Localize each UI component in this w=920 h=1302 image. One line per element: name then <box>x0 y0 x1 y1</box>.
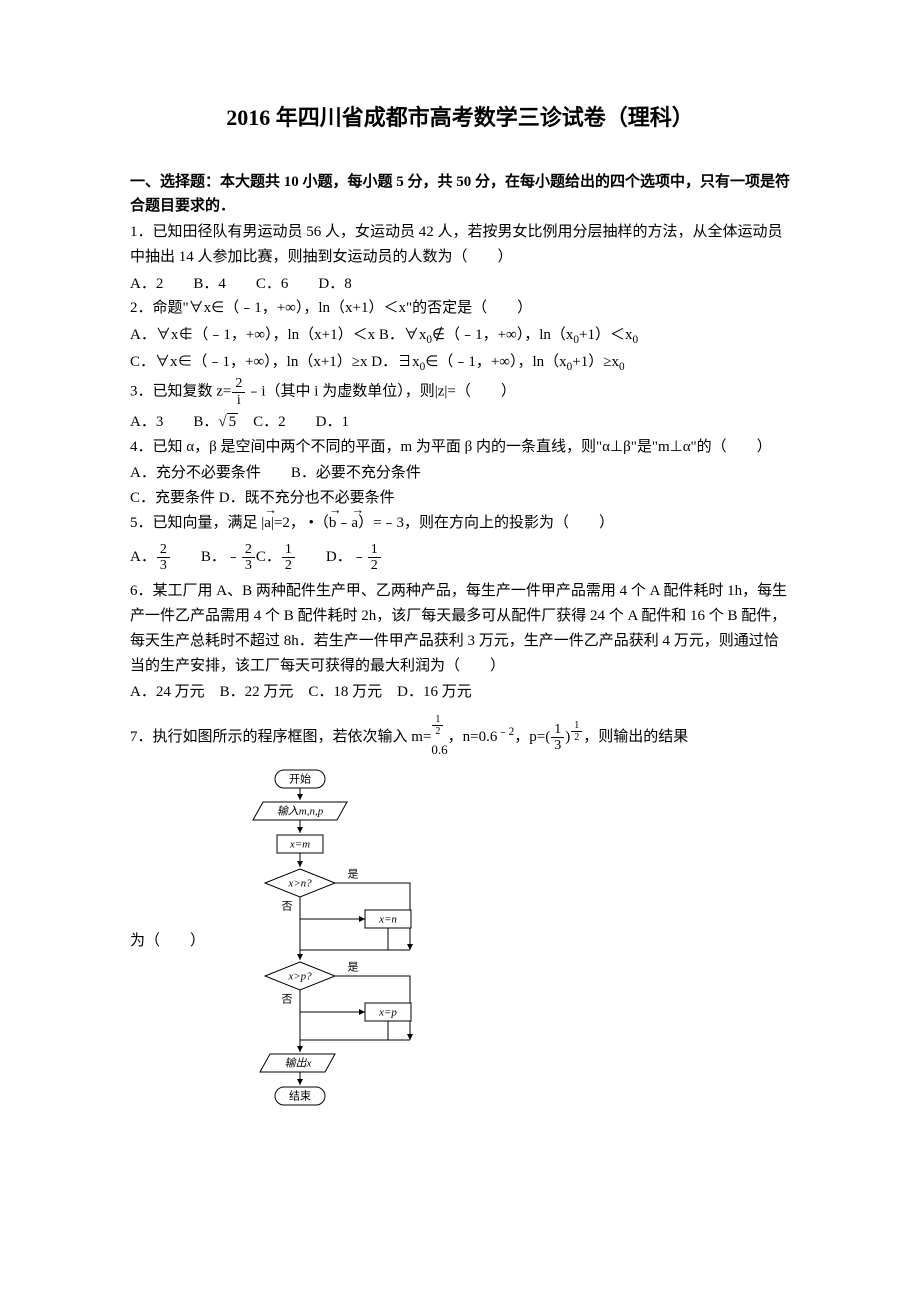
page-title: 2016 年四川省成都市高考数学三诊试卷（理科） <box>130 100 790 132</box>
q1-opt-d: D．8 <box>318 276 351 292</box>
fc-cond-xp: x>p? <box>287 970 312 982</box>
vector-b-icon: b <box>329 511 337 536</box>
question-6-options: A．24 万元 B．22 万元 C．18 万元 D．16 万元 <box>130 680 790 705</box>
q3-opt-a: A．3 <box>130 414 163 430</box>
section-header: 一、选择题：本大题共 10 小题，每小题 5 分，共 50 分，在每小题给出的四… <box>130 170 790 218</box>
question-5: 5．已知向量，满足 |a|=2， •（b﹣a）=﹣3，则在方向上的投影为（ ） <box>130 511 790 536</box>
question-2-options-row2: C．∀x∈（﹣1，+∞），ln（x+1）≥x D．∃x0∈（﹣1，+∞），ln（… <box>130 350 790 377</box>
q4-opt-b: B．必要不充分条件 <box>291 465 421 481</box>
q3-opt-d: D．1 <box>316 414 349 430</box>
fc-output: 输出x <box>285 1056 312 1069</box>
q5-opt-a: A．23 <box>130 549 171 565</box>
fc-no-2: 否 <box>282 993 293 1005</box>
q6-opt-a: A．24 万元 <box>130 684 205 700</box>
q6-opt-c: C．18 万元 <box>308 684 382 700</box>
sqrt-icon: 5 <box>218 410 238 435</box>
q4-opt-a: A．充分不必要条件 <box>130 465 261 481</box>
q5-opt-c: C．12 <box>256 549 296 565</box>
q5-opt-d: D．﹣12 <box>326 549 382 565</box>
q3-opt-b: B．5 <box>193 414 238 430</box>
q3-opt-c: C．2 <box>253 414 286 430</box>
question-7-prefix: 为（ ） <box>130 929 205 950</box>
question-3: 3．已知复数 z=2i﹣i（其中 i 为虚数单位），则|z|=（ ） <box>130 376 790 408</box>
q1-opt-b: B．4 <box>193 276 226 292</box>
fc-assign-xn: x=n <box>378 913 397 925</box>
question-4: 4．已知 α，β 是空间中两个不同的平面，m 为平面 β 内的一条直线，则"α⊥… <box>130 435 790 460</box>
fc-cond-xn: x>n? <box>287 877 312 889</box>
q6-opt-b: B．22 万元 <box>220 684 294 700</box>
fc-input: 输入m,n,p <box>277 804 324 817</box>
fc-no-1: 否 <box>282 900 293 912</box>
vector-a-icon: a <box>264 511 271 536</box>
fc-assign-xm: x=m <box>289 838 310 850</box>
q1-opt-c: C．6 <box>256 276 289 292</box>
question-1-options: A．2 B．4 C．6 D．8 <box>130 272 790 297</box>
question-4-options-row2: C．充要条件 D．既不充分也不必要条件 <box>130 486 790 511</box>
flowchart-diagram: 开始 输入m,n,p x=m x>n? 是 否 x=n <box>235 765 465 1115</box>
question-4-options-row1: A．充分不必要条件 B．必要不充分条件 <box>130 461 790 486</box>
question-3-options: A．3 B．5 C．2 D．1 <box>130 410 790 435</box>
fc-yes-2: 是 <box>348 960 359 973</box>
q2-opt-a: A．∀x∉（﹣1，+∞），ln（x+1）＜x <box>130 327 375 343</box>
q2-opt-c: C．∀x∈（﹣1，+∞），ln（x+1）≥x <box>130 354 368 370</box>
q5-opt-b: B．﹣23 <box>201 549 256 565</box>
question-2: 2．命题"∀x∈（﹣1，+∞），ln（x+1）＜x"的否定是（ ） <box>130 296 790 321</box>
fc-yes-1: 是 <box>348 867 359 880</box>
question-7: 7．执行如图所示的程序框图，若依次输入 m=120.6，n=0.6﹣2，p=(1… <box>130 713 790 763</box>
q2-opt-d: D．∃x0∈（﹣1，+∞），ln（x0+1）≥x0 <box>371 354 624 370</box>
question-1: 1．已知田径队有男运动员 56 人，女运动员 42 人，若按男女比例用分层抽样的… <box>130 220 790 270</box>
question-6: 6．某工厂用 A、B 两种配件生产甲、乙两种产品，每生产一件甲产品需用 4 个 … <box>130 579 790 678</box>
fc-end: 结束 <box>289 1089 311 1102</box>
q2-opt-b: B．∀x0∉（﹣1，+∞），ln（x0+1）＜x0 <box>379 327 638 343</box>
fc-assign-xp: x=p <box>378 1006 397 1018</box>
q4-opt-c: C．充要条件 <box>130 490 215 506</box>
fc-start: 开始 <box>289 771 311 785</box>
q1-opt-a: A．2 <box>130 276 163 292</box>
fraction-icon: 2i <box>232 376 245 408</box>
question-2-options-row1: A．∀x∉（﹣1，+∞），ln（x+1）＜x B．∀x0∉（﹣1，+∞），ln（… <box>130 323 790 350</box>
q4-opt-d: D．既不充分也不必要条件 <box>219 490 395 506</box>
vector-a-icon: a <box>351 511 358 536</box>
q6-opt-d: D．16 万元 <box>397 684 472 700</box>
question-5-options: A．23 B．﹣23C．12 D．﹣12 <box>130 542 790 574</box>
